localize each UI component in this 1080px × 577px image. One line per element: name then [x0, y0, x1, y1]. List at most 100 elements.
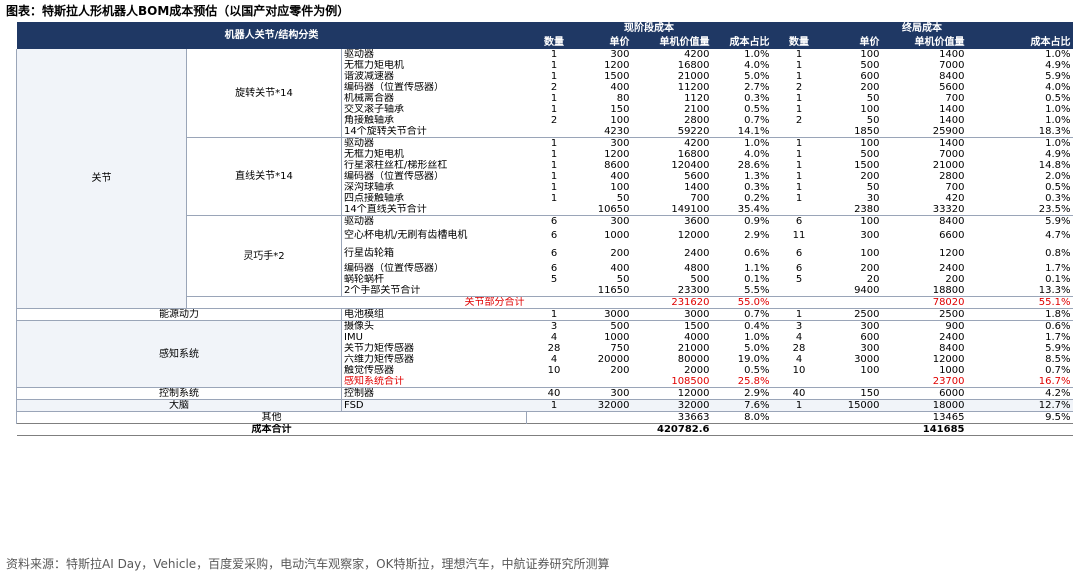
value-cell: 300 [581, 215, 632, 227]
value-cell: 6 [550, 248, 558, 259]
value-cell: 6000 [881, 387, 967, 400]
value-cell: 300 [860, 230, 880, 241]
value-cell: 108500 [671, 376, 710, 387]
header-current: 现阶段成本 [526, 22, 772, 36]
header-share: 成本占比 [966, 36, 1073, 49]
value-cell: 4230 [604, 126, 630, 137]
table-row: 关节力矩传感器 28 750 21000 5.0% 28 300 8400 5.9% [17, 343, 1073, 354]
value-cell: 4.7% [1045, 230, 1071, 241]
table-row: 蜗轮蜗杆 5 50 500 0.1% 5 20 200 0.1% [17, 274, 1073, 285]
value-cell: 0.4% [711, 320, 772, 332]
value-cell: 7000 [939, 60, 965, 71]
value-cell: 18000 [881, 399, 967, 412]
value-cell: 400 [610, 82, 630, 93]
value-cell: 33663 [631, 411, 712, 424]
item-name-cell: 电池模组 [341, 308, 527, 321]
value-cell: 0.5% [1045, 93, 1071, 104]
value-cell: 20 [866, 274, 880, 285]
value-cell: 5.9% [1045, 71, 1071, 82]
header-unit-value: 单机价值量 [881, 36, 967, 49]
value-cell: 0.5% [744, 104, 770, 115]
value-cell: 2500 [826, 308, 882, 321]
value-cell: 1120 [684, 93, 710, 104]
value-cell: 1850 [854, 126, 880, 137]
item-name-cell: 控制器 [341, 387, 527, 400]
value-cell: 1 [771, 137, 827, 149]
value-cell [527, 126, 582, 138]
value-cell: 80 [616, 93, 630, 104]
empty-cell [526, 411, 582, 424]
value-cell: 1500 [604, 71, 630, 82]
value-cell: 1 [550, 60, 558, 71]
value-cell: 5600 [684, 171, 710, 182]
value-cell: 2.0% [1045, 171, 1071, 182]
table-row: 编码器（位置传感器） 1 400 5600 1.3% 1 200 2800 2.0% [17, 171, 1073, 182]
table-body: 关节 旋转关节*14 驱动器 1 300 4200 1.0% 1 100 1400 1.0% 无框力矩… [15, 49, 1073, 436]
value-cell [527, 204, 582, 216]
value-cell: 200 [610, 365, 630, 376]
value-cell: 1 [550, 171, 558, 182]
value-cell: 6 [526, 215, 582, 227]
item-name-cell: 14个直线关节合计 [344, 204, 427, 215]
value-cell: 300 [610, 49, 630, 60]
value-cell: 900 [881, 320, 967, 332]
table-row: 无框力矩电机 1 1200 16800 4.0% 1 500 7000 4.9% [17, 149, 1073, 160]
value-cell: 4 [795, 332, 803, 343]
table-row: 触觉传感器 10 200 2000 0.5% 10 100 1000 0.7% [17, 365, 1073, 376]
table-row: 编码器（位置传感器） 6 400 4800 1.1% 6 200 2400 1.7% [17, 263, 1073, 274]
header-unit-price: 单价 [581, 36, 632, 49]
value-cell: 12000 [932, 354, 965, 365]
group-hand: 灵巧手*2 [186, 215, 342, 297]
header-share: 成本占比 [711, 36, 772, 49]
value-cell: 2 [550, 82, 558, 93]
table-row: 2个手部关节合计 11650 23300 5.5% 9400 18800 13.3% [17, 285, 1073, 297]
value-cell: 500 [860, 149, 880, 160]
value-cell: 420782.6 [631, 423, 712, 436]
item-name-cell: 摄像头 [341, 320, 527, 332]
table-row: 六维力矩传感器 4 20000 80000 19.0% 4 3000 12000 8.5% [17, 354, 1073, 365]
group-sense: 感知系统 [16, 320, 342, 388]
value-cell: 9.5% [966, 411, 1073, 424]
value-cell: 300 [581, 387, 632, 400]
value-cell: 1.0% [966, 137, 1073, 149]
empty-cell [582, 376, 632, 388]
value-cell: 5.9% [1045, 343, 1071, 354]
table-row: 能源动力 电池模组 1 3000 3000 0.7% 1 2500 2500 1.8% [16, 308, 1073, 321]
table-row: 空心杯电机/无刷有齿槽电机 6 1000 12000 2.9% 11 300 6600 4.7% [17, 227, 1073, 245]
item-name-cell: 编码器（位置传感器） [344, 171, 444, 182]
item-name-cell: 驱动器 [341, 137, 527, 149]
table-row: 大脑 FSD 1 32000 32000 7.6% 1 15000 18000 12.7% [16, 399, 1073, 412]
figure-title: 图表：特斯拉人形机器人BOM成本预估（以国产对应零件为例） [6, 4, 350, 18]
value-cell: 0.1% [1045, 274, 1071, 285]
value-cell: 3000 [581, 308, 632, 321]
header-category: 机器人关节/结构分类 [16, 22, 527, 49]
table-row: 深沟球轴承 1 100 1400 0.3% 1 50 700 0.5% [17, 182, 1073, 193]
value-cell: 1 [550, 104, 558, 115]
value-cell: 59220 [677, 126, 710, 137]
empty-cell [826, 423, 882, 436]
value-cell: 141685 [881, 423, 967, 436]
table-row: 14个直线关节合计 10650 149100 35.4% 2380 33320 23.5% [17, 204, 1073, 216]
item-name-cell: FSD [341, 399, 527, 412]
value-cell [527, 285, 582, 297]
value-cell: 3000 [631, 308, 712, 321]
value-cell: 100 [826, 137, 882, 149]
value-cell: 18800 [932, 285, 965, 296]
value-cell: 4.9% [1045, 60, 1071, 71]
item-name-cell: 空心杯电机/无刷有齿槽电机 [344, 230, 468, 241]
value-cell: 18.3% [1038, 126, 1071, 137]
value-cell: 12.7% [966, 399, 1073, 412]
value-cell: 400 [610, 263, 630, 274]
group-other: 其他 [15, 411, 528, 424]
value-cell: 1 [795, 193, 803, 204]
value-cell: 1 [795, 160, 803, 171]
value-cell: 1.0% [1045, 115, 1071, 126]
header-qty: 数量 [771, 36, 827, 49]
value-cell: 200 [860, 171, 880, 182]
value-cell: 1200 [604, 149, 630, 160]
value-cell: 25.8% [737, 376, 770, 387]
table-row: 行星滚柱丝杠/梯形丝杠 1 8600 120400 28.6% 1 1500 21000 14.… [17, 160, 1073, 171]
table-row: 关节部分合计 231620 55.0% 78020 55.1% [17, 296, 1073, 309]
value-cell: 4000 [684, 332, 710, 343]
joint-total-label: 关节部分合计 [186, 296, 527, 309]
